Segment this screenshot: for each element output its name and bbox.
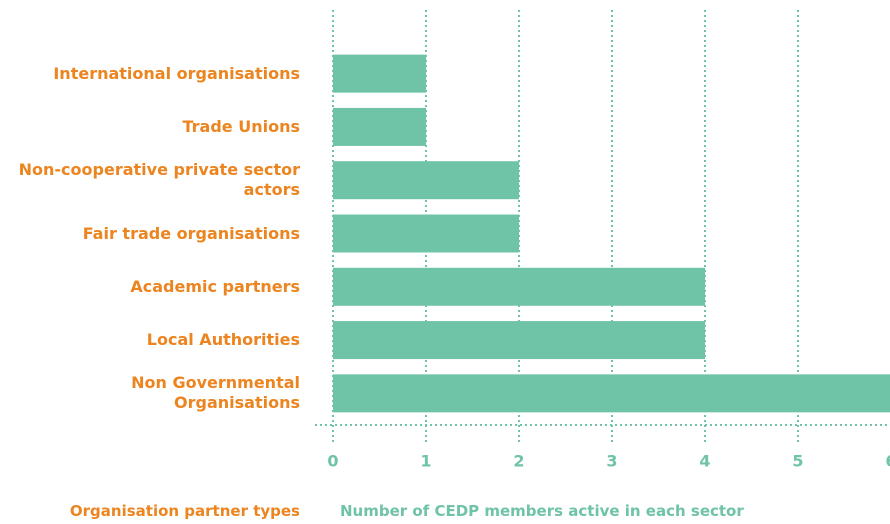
x-tick-label: 5 — [792, 452, 803, 471]
x-axis-title: Number of CEDP members active in each se… — [340, 502, 744, 520]
bar — [333, 321, 705, 360]
x-tick-label: 0 — [327, 452, 338, 471]
bar — [333, 374, 890, 413]
y-tick-label: Non-cooperative private sector actors — [18, 160, 300, 200]
y-tick-label: Trade Unions — [182, 116, 301, 136]
bar — [333, 267, 705, 306]
y-tick-label: Local Authorities — [146, 330, 300, 350]
x-tick-label: 2 — [513, 452, 524, 471]
y-tick-label: Academic partners — [130, 276, 300, 296]
bar — [333, 161, 519, 200]
bar — [333, 54, 426, 93]
bar — [333, 107, 426, 146]
y-axis-title: Organisation partner types — [69, 502, 300, 520]
y-tick-label: Fair trade organisations — [82, 223, 300, 243]
x-tick-label: 6 — [885, 452, 890, 471]
x-tick-label: 4 — [699, 452, 710, 471]
y-tick-label: Non Governmental Organisations — [131, 373, 300, 413]
x-tick-label: 3 — [606, 452, 617, 471]
x-tick-label: 1 — [420, 452, 431, 471]
bar — [333, 214, 519, 253]
y-tick-label: International organisations — [53, 63, 300, 83]
